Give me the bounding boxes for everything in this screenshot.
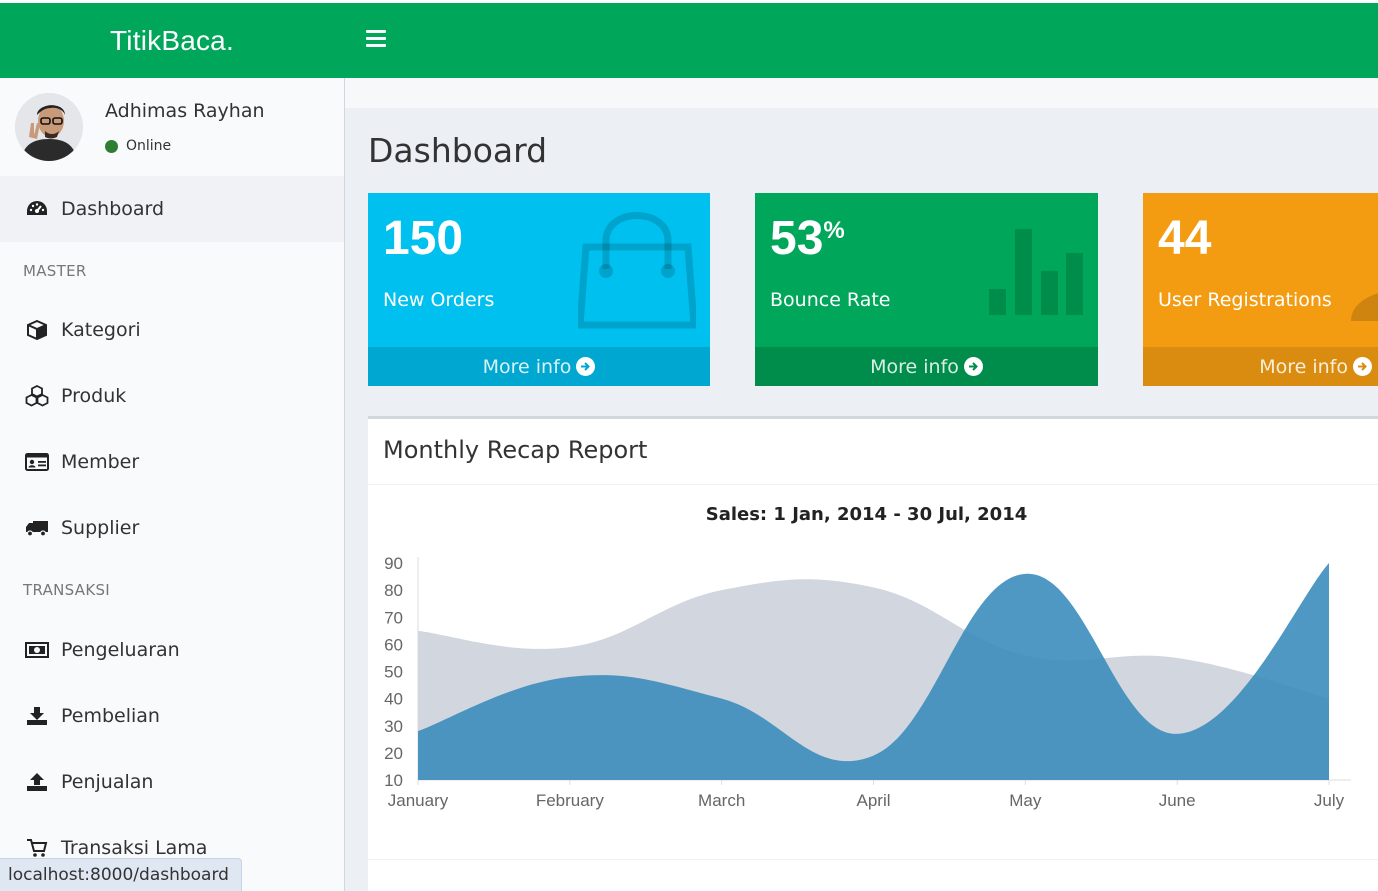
y-tick-label: 80 xyxy=(384,581,403,600)
x-tick-label: June xyxy=(1159,791,1196,810)
sidebar-item-label: Transaksi Lama xyxy=(61,837,208,859)
sidebar-item-label: Pengeluaran xyxy=(61,639,180,661)
y-tick-label: 10 xyxy=(384,771,403,790)
x-tick-label: April xyxy=(856,791,890,810)
y-tick-label: 30 xyxy=(384,717,403,736)
online-status-icon xyxy=(105,139,118,153)
y-tick-label: 50 xyxy=(384,663,403,682)
sidebar-item-label: Produk xyxy=(61,385,127,407)
shopping-bag-icon xyxy=(576,211,698,333)
menu-header-master: MASTER xyxy=(23,262,87,280)
y-tick-label: 90 xyxy=(384,554,403,573)
series-area-2 xyxy=(418,563,1329,780)
dashboard-icon xyxy=(25,198,49,220)
cubes-icon xyxy=(25,385,49,407)
sidebar-item-pembelian[interactable]: Pembelian xyxy=(0,683,344,749)
panel-title: Monthly Recap Report xyxy=(383,436,648,464)
sales-area-chart: 10 20 30 40 50 60 70 80 90 January February March Ap… xyxy=(384,554,1351,810)
more-info-link[interactable]: More info xyxy=(755,347,1098,386)
sidebar-item-label: Penjualan xyxy=(61,771,154,793)
sidebar-item-label: Dashboard xyxy=(61,198,165,220)
sidebar-item-label: Pembelian xyxy=(61,705,160,727)
menu-header-transaksi: TRANSAKSI xyxy=(23,581,111,599)
sidebar-item-member[interactable]: Member xyxy=(0,429,344,495)
stat-box-user-registrations: 44 User Registrations More info xyxy=(1143,193,1378,386)
x-tick-label: May xyxy=(1009,791,1042,810)
user-name: Adhimas Rayhan xyxy=(105,100,265,122)
y-tick-label: 60 xyxy=(384,635,403,654)
user-panel: Adhimas Rayhan Online xyxy=(0,78,344,176)
truck-icon xyxy=(25,517,49,539)
money-icon xyxy=(25,639,49,661)
bar-chart-icon xyxy=(989,229,1085,319)
status-url-bar: localhost:8000/dashboard xyxy=(0,858,242,891)
more-info-link[interactable]: More info xyxy=(1143,347,1378,386)
content-header-strip xyxy=(345,78,1378,108)
y-tick-label: 70 xyxy=(384,608,403,627)
more-info-link[interactable]: More info xyxy=(368,347,710,386)
sidebar-item-label: Kategori xyxy=(61,319,141,341)
stat-value: 44 xyxy=(1158,212,1212,265)
sidebar-item-dashboard[interactable]: Dashboard xyxy=(0,176,344,242)
sidebar: Adhimas Rayhan Online Dashboard MASTER K… xyxy=(0,78,345,891)
monthly-recap-panel: Monthly Recap Report Sales: 1 Jan, 2014 … xyxy=(368,416,1378,891)
x-tick-label: July xyxy=(1314,791,1345,810)
chart-title: Sales: 1 Jan, 2014 - 30 Jul, 2014 xyxy=(705,504,1028,525)
sidebar-item-produk[interactable]: Produk xyxy=(0,363,344,429)
sidebar-toggle-icon[interactable] xyxy=(366,30,386,48)
sidebar-item-pengeluaran[interactable]: Pengeluaran xyxy=(0,617,344,683)
upload-icon xyxy=(25,771,49,793)
avatar xyxy=(15,93,83,161)
stat-label: User Registrations xyxy=(1158,289,1332,311)
stat-value: 150 xyxy=(383,212,464,265)
y-tick-label: 40 xyxy=(384,690,403,709)
x-tick-label: January xyxy=(388,791,449,810)
download-icon xyxy=(25,705,49,727)
x-tick-label: March xyxy=(698,791,745,810)
y-tick-label: 20 xyxy=(384,744,403,763)
cart-icon xyxy=(25,837,49,859)
stat-label: Bounce Rate xyxy=(770,289,891,311)
stat-label: New Orders xyxy=(383,289,495,311)
id-card-icon xyxy=(25,451,49,473)
arrow-circle-right-icon xyxy=(576,357,596,376)
page-title: Dashboard xyxy=(368,131,548,170)
sidebar-item-label: Supplier xyxy=(61,517,140,539)
top-navbar: TitikBaca. xyxy=(0,0,1378,78)
user-add-icon xyxy=(1351,291,1378,335)
user-status-label: Online xyxy=(126,138,172,154)
stat-value: 53% xyxy=(770,212,845,265)
arrow-circle-right-icon xyxy=(963,357,983,376)
sidebar-item-transaksi-lama[interactable]: Transaksi Lama xyxy=(0,815,344,881)
user-status: Online xyxy=(105,138,171,154)
stat-box-new-orders: 150 New Orders More info xyxy=(368,193,710,386)
divider xyxy=(368,859,1378,860)
sidebar-item-kategori[interactable]: Kategori xyxy=(0,297,344,363)
cube-icon xyxy=(25,319,49,341)
divider xyxy=(368,484,1378,485)
stat-box-bounce-rate: 53% Bounce Rate More info xyxy=(755,193,1098,386)
sidebar-item-label: Member xyxy=(61,451,140,473)
x-tick-label: February xyxy=(536,791,605,810)
app-logo[interactable]: TitikBaca. xyxy=(110,24,234,56)
sidebar-item-penjualan[interactable]: Penjualan xyxy=(0,749,344,815)
sidebar-item-supplier[interactable]: Supplier xyxy=(0,495,344,561)
arrow-circle-right-icon xyxy=(1353,357,1372,376)
